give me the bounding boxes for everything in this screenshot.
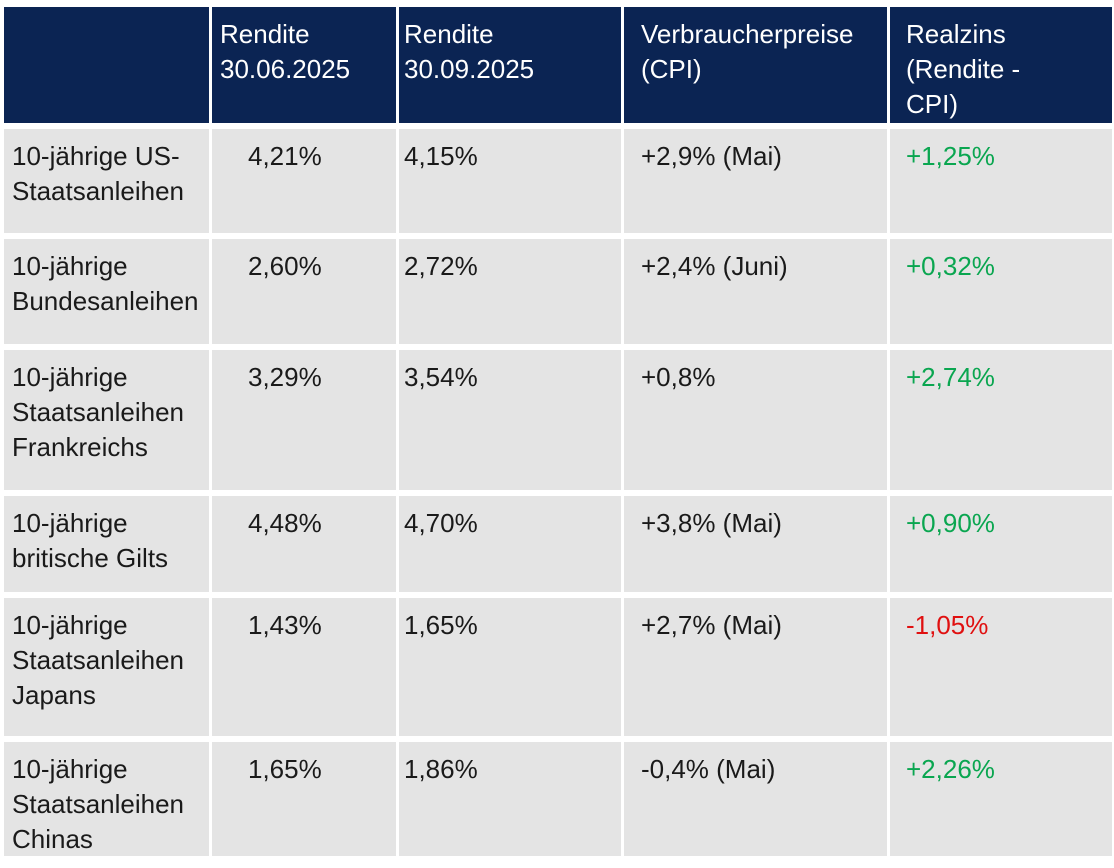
row-label-uk: 10-jährige britische Gilts — [4, 496, 209, 592]
rendite-jun-us: 4,21% — [212, 129, 396, 233]
row-label-japan: 10-jährige Staatsanleihen Japans — [4, 598, 209, 736]
realzins-china: +2,26% — [890, 742, 1112, 856]
header-realzins-label: Realzins (Rendite - CPI) — [906, 19, 1021, 119]
realzins-france: +2,74% — [890, 350, 1112, 490]
header-rendite-sep: Rendite 30.09.2025 — [399, 7, 621, 123]
rendite-sep-china: 1,86% — [399, 742, 621, 856]
rendite-sep-us: 4,15% — [399, 129, 621, 233]
realzins-japan: -1,05% — [890, 598, 1112, 736]
row-label-us: 10-jährige US-Staatsanleihen — [4, 129, 209, 233]
row-label-france: 10-jährige Staatsanleihen Frankreichs — [4, 350, 209, 490]
rendite-jun-china: 1,65% — [212, 742, 396, 856]
header-cpi: Verbraucherpreise (CPI) — [624, 7, 887, 123]
realzins-us: +1,25% — [890, 129, 1112, 233]
header-realzins: Realzins (Rendite - CPI) — [890, 7, 1112, 123]
cpi-china: -0,4% (Mai) — [624, 742, 887, 856]
cpi-france: +0,8% — [624, 350, 887, 490]
cpi-bund: +2,4% (Juni) — [624, 239, 887, 344]
cpi-japan: +2,7% (Mai) — [624, 598, 887, 736]
row-label-china: 10-jährige Staatsanleihen Chinas — [4, 742, 209, 856]
header-rendite-jun: Rendite 30.06.2025 — [212, 7, 396, 123]
rendite-sep-france: 3,54% — [399, 350, 621, 490]
rendite-jun-bund: 2,60% — [212, 239, 396, 344]
row-label-bund: 10-jährige Bundesanleihen — [4, 239, 209, 344]
realzins-bund: +0,32% — [890, 239, 1112, 344]
cpi-us: +2,9% (Mai) — [624, 129, 887, 233]
rendite-jun-france: 3,29% — [212, 350, 396, 490]
rendite-sep-bund: 2,72% — [399, 239, 621, 344]
rendite-jun-japan: 1,43% — [212, 598, 396, 736]
rendite-sep-uk: 4,70% — [399, 496, 621, 592]
rendite-sep-japan: 1,65% — [399, 598, 621, 736]
cpi-uk: +3,8% (Mai) — [624, 496, 887, 592]
header-empty — [4, 7, 209, 123]
rendite-jun-uk: 4,48% — [212, 496, 396, 592]
realzins-uk: +0,90% — [890, 496, 1112, 592]
